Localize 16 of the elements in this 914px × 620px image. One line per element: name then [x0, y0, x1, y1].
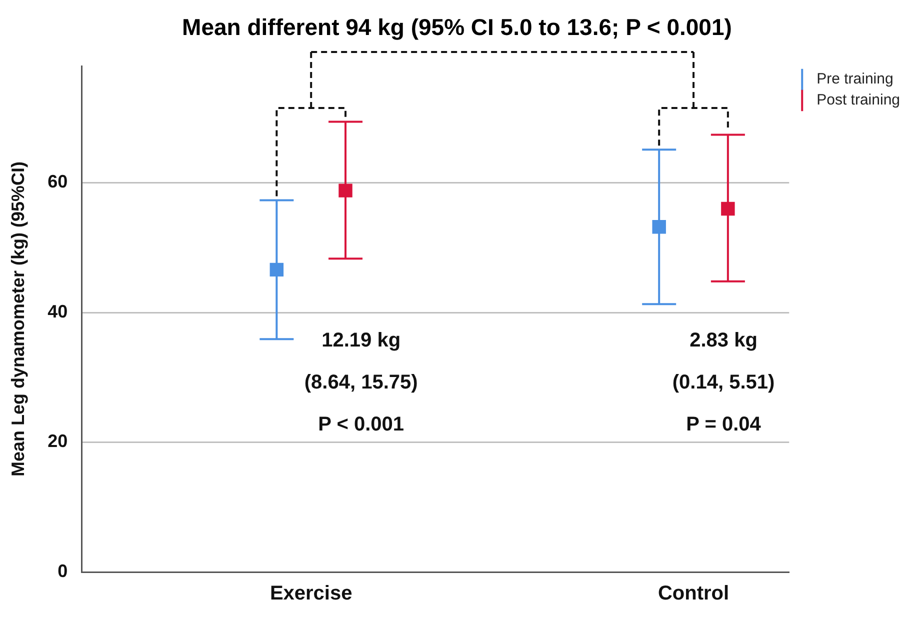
- x-tick-label: Control: [658, 582, 730, 605]
- annotation: P = 0.04: [686, 414, 762, 436]
- legend-label: Pre training: [816, 70, 894, 88]
- annotation: 2.83 kg: [690, 330, 758, 352]
- y-tick-label: 0: [58, 560, 68, 581]
- annotation: P < 0.001: [318, 414, 404, 436]
- chart-title: Mean different 94 kg (95% CI 5.0 to 13.6; P < 0.001): [181, 14, 733, 41]
- annotation: (8.64, 15.75): [304, 372, 418, 394]
- y-tick-label: 40: [48, 301, 68, 322]
- annotation: 12.19 kg: [322, 330, 401, 352]
- x-tick-label: Exercise: [270, 582, 352, 605]
- y-tick-label: 60: [48, 172, 68, 192]
- legend-label: Post training: [816, 92, 900, 109]
- y-axis-title: Mean Leg dynamometer (kg) (95%CI): [8, 161, 28, 477]
- y-tick-label: 20: [48, 431, 68, 452]
- annotation: (0.14, 5.51): [672, 372, 775, 394]
